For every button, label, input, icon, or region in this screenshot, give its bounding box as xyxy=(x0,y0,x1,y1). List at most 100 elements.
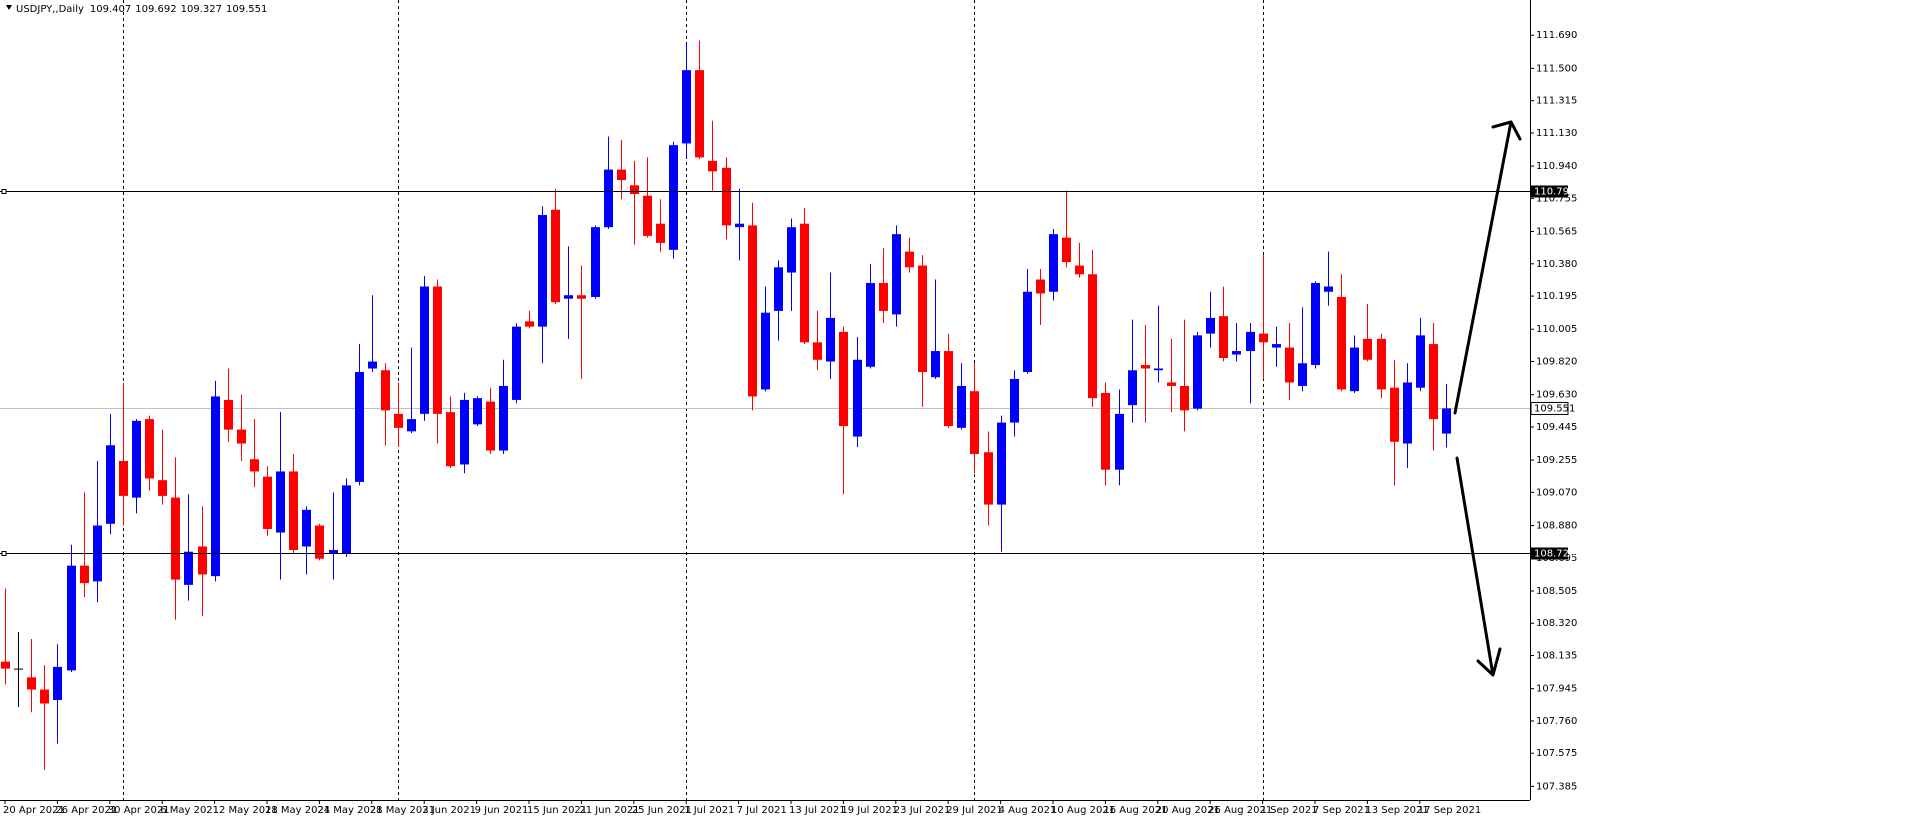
line-marker xyxy=(1,189,7,194)
candle-body xyxy=(1363,338,1372,360)
y-tick-label: 110.195 xyxy=(1536,291,1577,302)
candle-body xyxy=(1128,370,1137,406)
candle-body xyxy=(27,677,36,690)
info-low: 109.327 xyxy=(181,4,222,15)
candle-body xyxy=(1167,382,1176,386)
up-arrow xyxy=(1453,120,1522,415)
candle-body xyxy=(1010,378,1019,423)
candle-body xyxy=(577,295,586,299)
candle-body xyxy=(984,452,993,505)
candle-body xyxy=(813,342,822,360)
x-tick-label: 26 Apr 2021 xyxy=(55,805,117,816)
candle-body xyxy=(224,399,233,430)
y-tick-label: 110.940 xyxy=(1536,161,1577,172)
candle-body xyxy=(682,70,691,144)
price-label: 108.725 xyxy=(1534,549,1575,560)
candle-body xyxy=(407,419,416,432)
candle-body xyxy=(198,546,207,575)
y-tick-label: 107.945 xyxy=(1536,684,1577,695)
y-tick-label: 109.820 xyxy=(1536,357,1577,368)
candle-body xyxy=(342,485,351,554)
candle-body xyxy=(381,370,390,411)
candle-body xyxy=(1324,286,1333,292)
y-tick-label: 107.760 xyxy=(1536,716,1577,727)
candle-body xyxy=(551,209,560,303)
candle-body xyxy=(1416,335,1425,388)
y-tick-label: 107.575 xyxy=(1536,748,1577,759)
x-tick-label: 17 Sep 2021 xyxy=(1418,805,1481,816)
candle-body xyxy=(853,359,862,437)
candle-body xyxy=(106,445,115,524)
candle-body xyxy=(735,223,744,228)
x-tick-label: 13 Sep 2021 xyxy=(1365,805,1428,816)
candle-body xyxy=(1232,351,1241,355)
line-marker xyxy=(1,551,7,556)
candle-body xyxy=(420,286,429,414)
candle-body xyxy=(1049,234,1058,292)
plot xyxy=(0,40,1530,770)
candle-body xyxy=(944,351,953,427)
candle-body xyxy=(538,214,547,327)
candle-body xyxy=(211,396,220,577)
y-tick-label: 108.135 xyxy=(1536,651,1577,662)
price-label-box xyxy=(1531,185,1568,198)
candle-body xyxy=(1154,368,1163,371)
candle-body xyxy=(1141,365,1150,369)
candle-body xyxy=(145,419,154,479)
candle-body xyxy=(1377,338,1386,390)
candle-body xyxy=(1219,316,1228,359)
candle-body xyxy=(866,283,875,367)
x-tick-label: 1 Jul 2021 xyxy=(684,805,734,816)
candle-body xyxy=(119,460,128,496)
candle-body xyxy=(1298,363,1307,386)
y-tick-label: 107.385 xyxy=(1536,781,1577,792)
candle-body xyxy=(564,295,573,299)
x-tick-label: 25 Jun 2021 xyxy=(632,805,692,816)
candle-body xyxy=(289,471,298,550)
y-tick-label: 109.445 xyxy=(1536,422,1577,433)
price-label: 110.799 xyxy=(1534,187,1575,198)
y-tick-label: 108.880 xyxy=(1536,521,1577,532)
candle-body xyxy=(957,385,966,428)
candle-body xyxy=(774,267,783,311)
candle-body xyxy=(302,509,311,547)
x-tick-label: 21 Jun 2021 xyxy=(579,805,639,816)
candle-body xyxy=(1337,296,1346,390)
y-tick-label: 110.380 xyxy=(1536,259,1577,270)
down-arrow xyxy=(1455,456,1502,677)
x-tick-label: 23 Jul 2021 xyxy=(894,805,951,816)
candle-body xyxy=(1036,279,1045,294)
candle-body xyxy=(1311,283,1320,366)
candle-body xyxy=(1206,317,1215,334)
candle-body xyxy=(879,283,888,311)
candle-body xyxy=(905,251,914,268)
x-tick-label: 4 Aug 2021 xyxy=(999,805,1057,816)
candle-body xyxy=(329,549,338,554)
candle-body xyxy=(656,223,665,243)
candle-body xyxy=(250,459,259,472)
candle-body xyxy=(787,227,796,273)
x-tick-label: 30 Apr 2021 xyxy=(108,805,170,816)
price-label-box xyxy=(1531,547,1568,560)
x-tick-label: 7 Sep 2021 xyxy=(1313,805,1370,816)
last-price-box xyxy=(1530,401,1569,415)
candle-body xyxy=(997,422,1006,505)
candle-body xyxy=(970,391,979,455)
candle-body xyxy=(839,331,848,427)
candle-body xyxy=(53,666,62,701)
x-tick-label: 16 Aug 2021 xyxy=(1103,805,1167,816)
candle-body xyxy=(669,145,678,250)
x-tick-label: 9 Jun 2021 xyxy=(475,805,529,816)
candle-body xyxy=(1180,385,1189,411)
candle-body xyxy=(1115,413,1124,470)
y-tick-label: 109.070 xyxy=(1536,487,1577,498)
candle-body xyxy=(1193,335,1202,409)
candle-body xyxy=(40,689,49,704)
candle-body xyxy=(1246,331,1255,352)
candle-body xyxy=(1,661,10,669)
y-tick-label: 110.565 xyxy=(1536,227,1577,238)
candle-body xyxy=(263,476,272,530)
x-tick-label: 13 Jul 2021 xyxy=(789,805,846,816)
candle-body xyxy=(591,227,600,297)
candle-body xyxy=(355,371,364,482)
